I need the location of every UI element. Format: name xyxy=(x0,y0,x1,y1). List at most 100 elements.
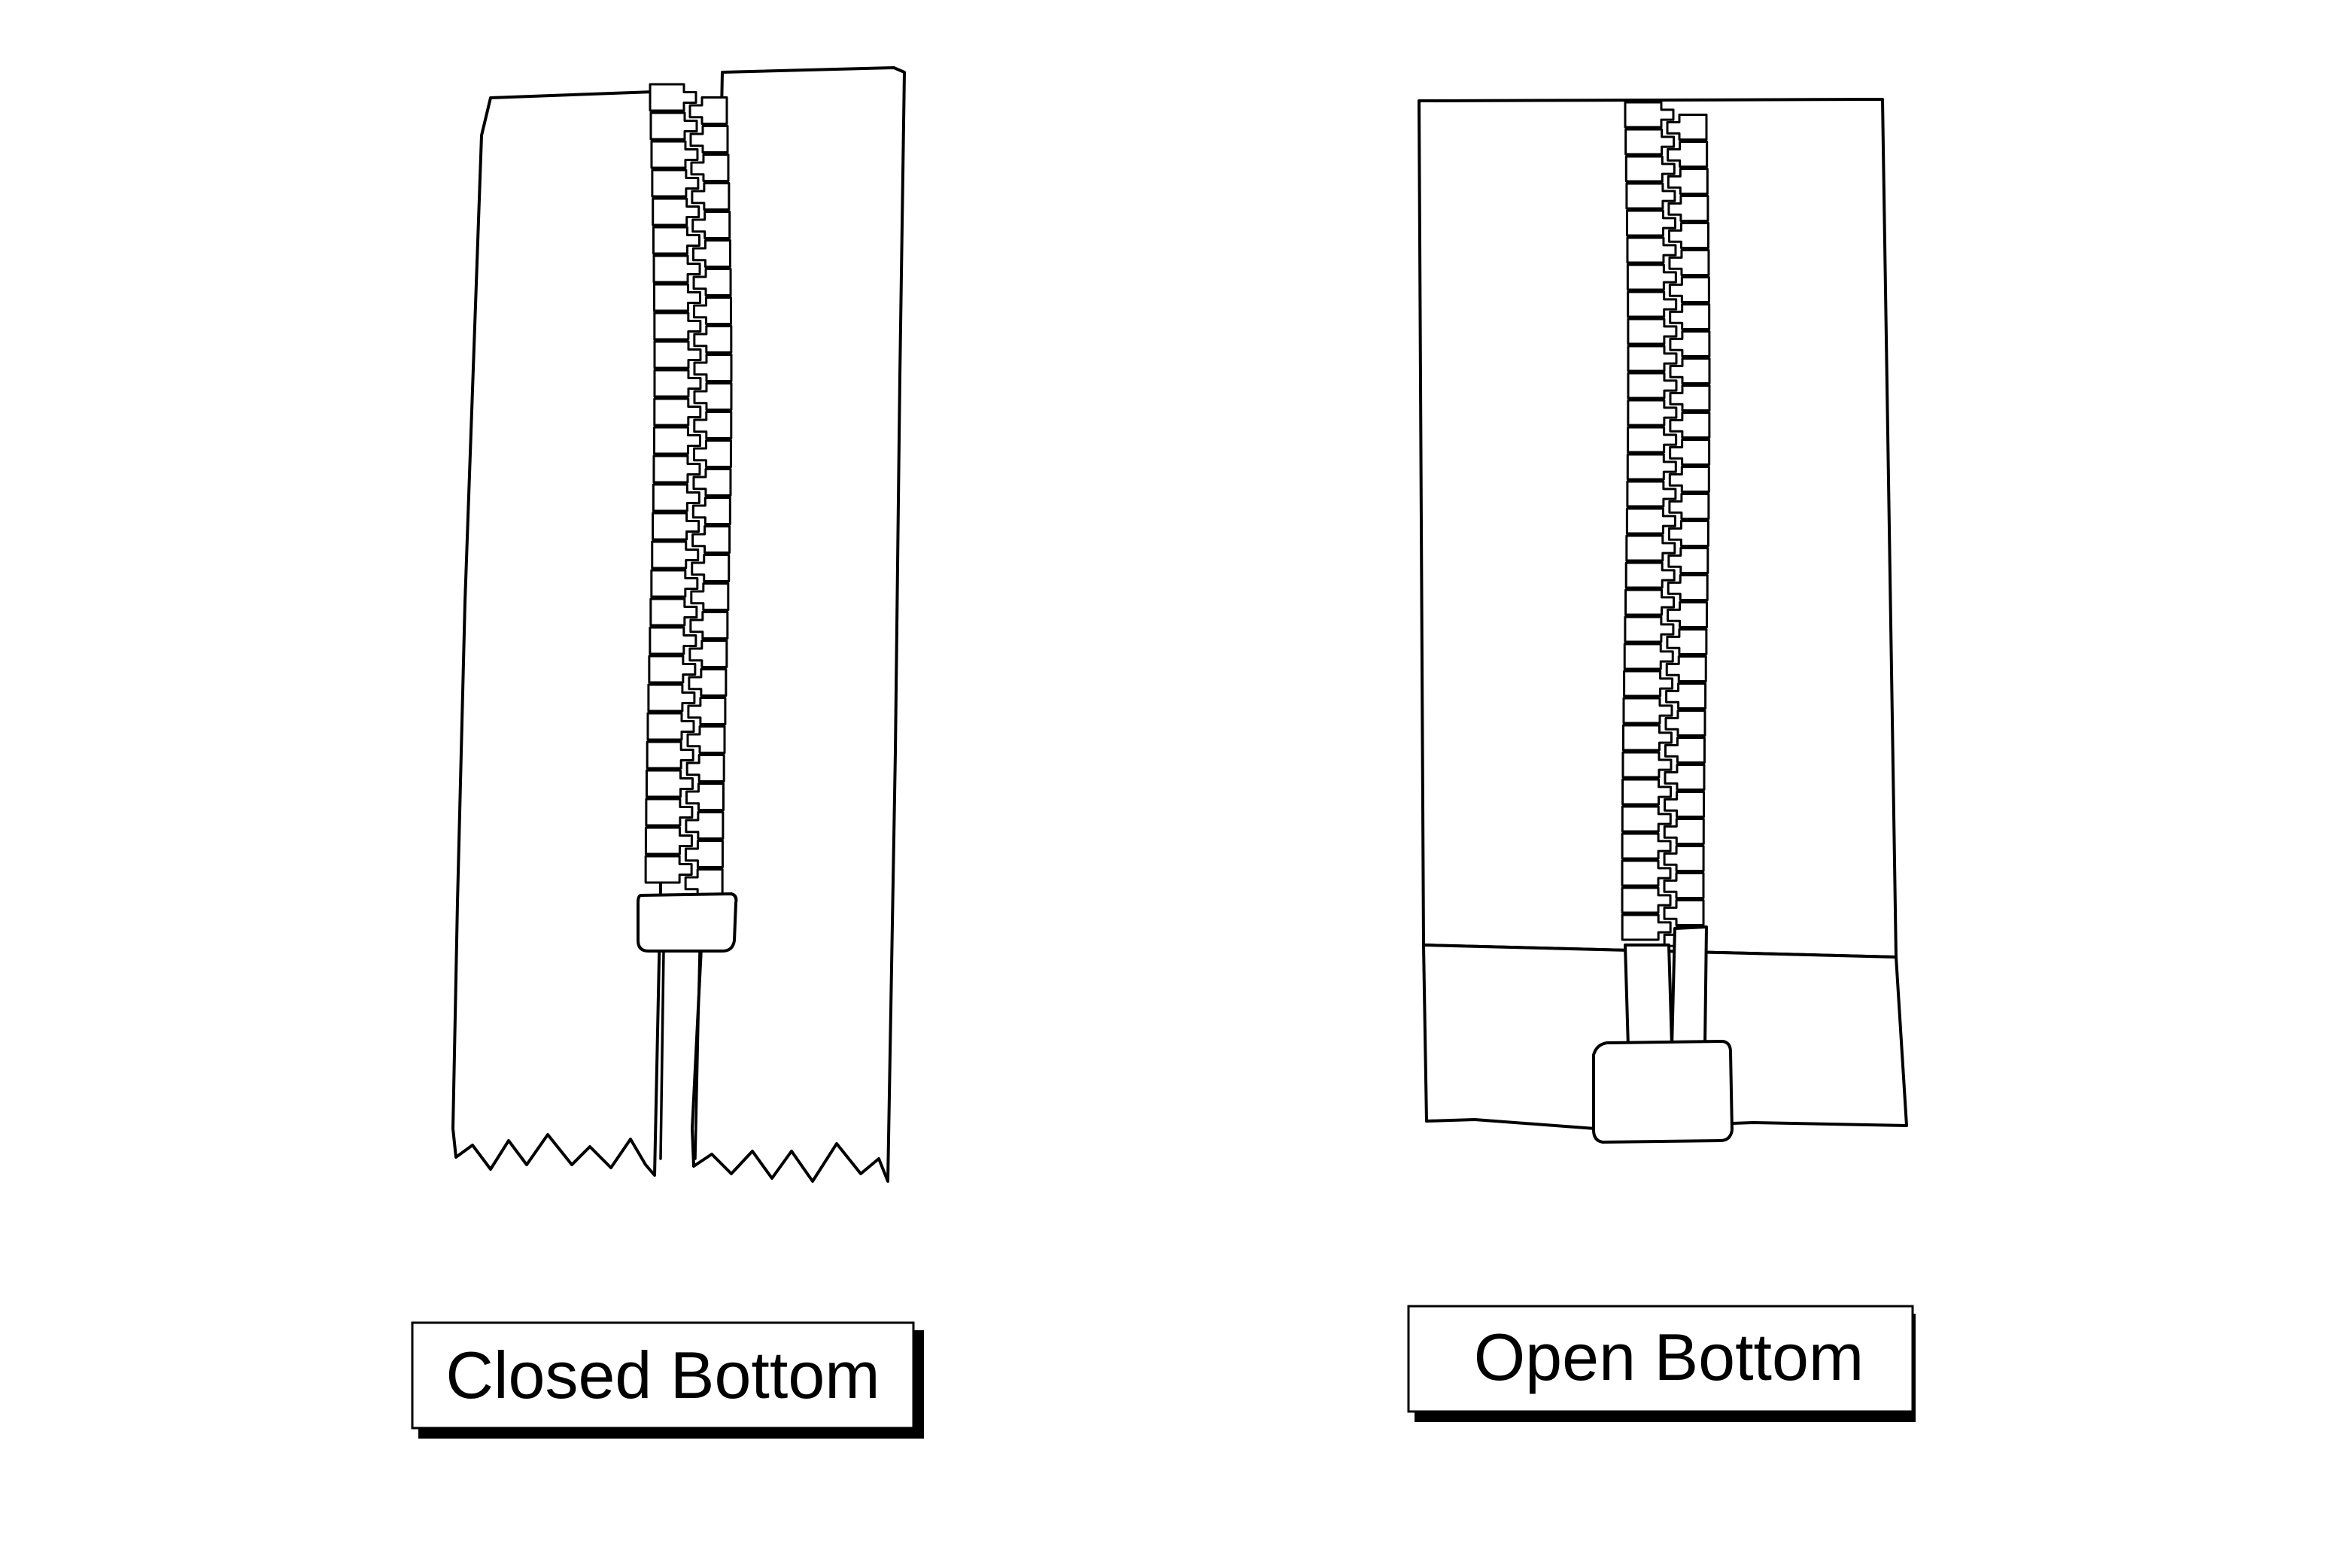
zipper-tooth-right xyxy=(691,182,731,211)
zipper-tooth-left xyxy=(652,254,701,284)
zipper-tooth-left xyxy=(652,426,701,455)
zipper-tooth-left xyxy=(1627,372,1678,400)
zipper-tooth-right xyxy=(1667,195,1709,222)
zipper-tooth-right xyxy=(684,868,724,897)
zipper-tooth-right xyxy=(688,640,728,668)
zipper-tooth-right xyxy=(684,840,724,868)
zipper-tooth-right xyxy=(691,525,731,554)
zipper-tooth-right xyxy=(1669,303,1711,330)
zipper-tooth-left xyxy=(652,226,700,255)
zipper-tooth-right xyxy=(1669,384,1711,412)
zipper-tooth-left xyxy=(650,140,699,169)
zipper-tooth-left xyxy=(651,169,700,198)
zipper-tooth-left xyxy=(1626,480,1677,508)
zipper-tooth-left xyxy=(1627,290,1678,318)
zipper-tooth-right xyxy=(693,325,733,354)
zipper-tooth-right xyxy=(692,268,732,296)
zipper-tooth-right xyxy=(1668,276,1710,303)
zipper-tooth-left xyxy=(652,454,701,484)
zipper-tooth-left xyxy=(1624,101,1675,129)
zipper-tooth-left xyxy=(1621,724,1673,752)
open-insertion-pin xyxy=(1624,944,1673,1049)
zipper-tooth-left xyxy=(653,369,702,398)
zipper-tooth-left xyxy=(646,740,694,770)
zipper-tooth-right xyxy=(1667,547,1709,574)
zipper-tooth-left xyxy=(652,197,700,226)
zipper-tooth-right xyxy=(1664,791,1706,818)
zipper-tooth-left xyxy=(1621,751,1673,779)
zipper-tooth-left xyxy=(1624,128,1676,156)
zipper-tooth-right xyxy=(691,211,731,239)
closed-bottom-stop xyxy=(637,892,738,953)
zipper-tooth-right xyxy=(1668,249,1710,276)
zipper-tooth-right xyxy=(691,497,731,525)
zipper-tooth-left xyxy=(650,569,699,598)
closed-zipper-teeth xyxy=(644,83,733,897)
zipper-tooth-right xyxy=(1663,845,1705,872)
zipper-tooth-left xyxy=(1624,615,1675,643)
zipper-tooth-right xyxy=(690,153,730,182)
zipper-tooth-left xyxy=(1624,155,1676,183)
zipper-tooth-left xyxy=(651,540,700,570)
zipper-tooth-left xyxy=(1626,453,1677,481)
open-pin-left xyxy=(1670,925,1708,1049)
zipper-tooth-left xyxy=(649,626,697,655)
zipper-tooth-left xyxy=(646,712,695,741)
zipper-tooth-right xyxy=(1669,439,1711,466)
zipper-tooth-right xyxy=(1664,764,1706,791)
zipper-tooth-left xyxy=(1625,209,1676,237)
zipper-tooth-right xyxy=(1668,493,1710,520)
zipper-tooth-right xyxy=(1665,682,1707,710)
zipper-tooth-left xyxy=(1621,805,1672,833)
zipper-tooth-left xyxy=(1621,886,1672,914)
zipper-tooth-right xyxy=(1668,466,1710,493)
zipper-tooth-left xyxy=(1621,913,1672,941)
zipper-tooth-right xyxy=(685,754,725,782)
zipper-tooth-left xyxy=(653,340,702,369)
zipper-tooth-right xyxy=(1666,628,1708,655)
zipper-tooth-right xyxy=(693,411,733,439)
zipper-tooth-left xyxy=(1627,318,1678,345)
zipper-tooth-right xyxy=(1667,222,1709,249)
zipper-tooth-right xyxy=(1663,872,1705,899)
zipper-tooth-right xyxy=(1669,357,1711,384)
zipper-tooth-right xyxy=(1663,818,1705,845)
zipper-tooth-left xyxy=(1625,507,1676,535)
zipper-tooth-right xyxy=(687,697,727,725)
zipper-tooth-right xyxy=(693,354,733,382)
zipper-tooth-left xyxy=(653,311,702,341)
zipper-tooth-left xyxy=(649,83,697,112)
zipper-tooth-left xyxy=(1625,534,1676,562)
zipper-tooth-right xyxy=(1664,710,1706,737)
zipper-tooth-left xyxy=(1621,832,1672,860)
closed-bottom-label: Closed Bottom xyxy=(411,1321,924,1439)
zipper-tooth-left xyxy=(1624,561,1676,589)
zipper-tooth-right xyxy=(689,611,729,640)
zipper-tooth-left xyxy=(652,512,700,541)
zipper-tooth-left xyxy=(653,397,702,427)
zipper-tooth-left xyxy=(645,798,694,827)
zipper-tooth-left xyxy=(649,111,698,141)
zipper-tooth-left xyxy=(653,283,702,312)
zipper-tooth-left xyxy=(1626,263,1677,291)
zipper-tooth-right xyxy=(1667,520,1709,547)
zipper-tooth-right xyxy=(1666,114,1708,141)
open-retainer-box xyxy=(1592,1040,1734,1144)
zipper-tooth-left xyxy=(1626,236,1677,264)
zipper-tooth-right xyxy=(1669,412,1711,439)
zipper-tooth-right xyxy=(1667,141,1709,168)
zipper-tooth-left xyxy=(1622,697,1673,725)
zipper-tooth-right xyxy=(685,811,725,840)
zipper-tooth-left xyxy=(647,683,696,713)
zipper-tooth-right xyxy=(690,582,730,611)
zipper-tooth-left xyxy=(644,826,693,855)
zipper-tooth-right xyxy=(1667,601,1709,628)
open-zipper-teeth xyxy=(1621,101,1711,953)
zipper-tooth-left xyxy=(1624,588,1676,616)
zipper-tooth-right xyxy=(693,296,733,325)
zipper-tooth-right xyxy=(685,782,725,811)
zipper-tooth-left xyxy=(644,855,693,884)
zipper-tooth-right xyxy=(692,468,732,497)
zipper-tooth-left xyxy=(1621,859,1672,887)
